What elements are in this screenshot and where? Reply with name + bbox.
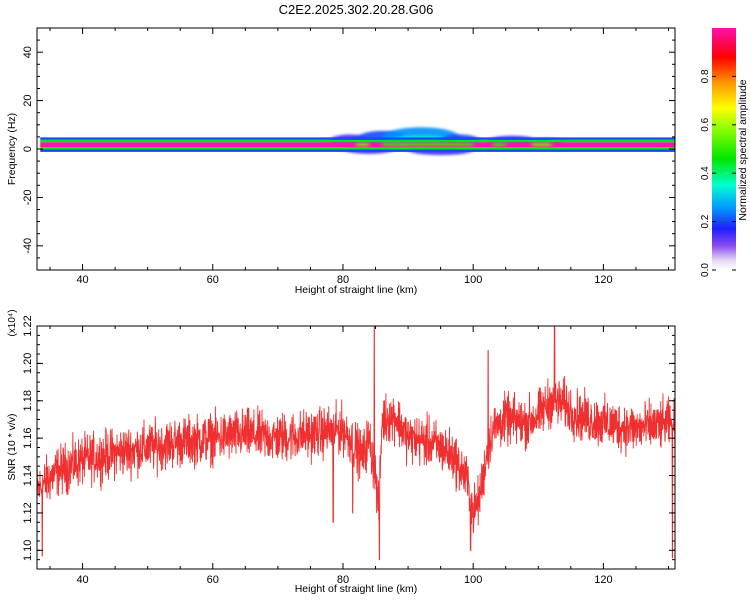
- figure-title: C2E2.2025.302.20.28.G06: [279, 2, 434, 17]
- snr-frame: [36, 325, 676, 570]
- y-tick-label: 1.10: [22, 540, 34, 561]
- y-tick-label: -40: [22, 238, 34, 254]
- spectrum-band: [40, 147, 675, 150]
- colorbar-tick-label: 0.2: [700, 214, 711, 228]
- spectrogram-x-axis-label: Height of straight line (km): [295, 284, 418, 296]
- colorbar: 0.0 0.2 0.4 0.6 0.8 Normalized spectral ampl…: [700, 28, 749, 277]
- spectrogram-ticks: 40 60 80 100 120 40 20 0 -20 -40: [22, 28, 675, 286]
- y-tick-label: 20: [22, 94, 34, 106]
- x-tick-label: 120: [594, 274, 612, 286]
- spectrum-band: [40, 137, 675, 140]
- colorbar-tick-label: 0.8: [700, 69, 711, 83]
- spectrogram-frame: [36, 27, 676, 271]
- y-tick-label: 1.16: [22, 427, 34, 448]
- snr-line-layer: [37, 326, 675, 561]
- colorbar-label: Normalized spectral amplitude: [737, 79, 749, 220]
- snr-scale-label: (x10⁴): [7, 309, 18, 336]
- y-tick-label: -20: [22, 189, 34, 205]
- y-tick-label: 1.22: [22, 315, 34, 336]
- snr-y-axis-label: SNR (10 * v/v): [6, 413, 18, 480]
- x-tick-label: 40: [76, 574, 88, 586]
- x-tick-label: 100: [464, 274, 482, 286]
- spectrum-dip: [531, 143, 552, 147]
- y-tick-label: 1.18: [22, 390, 34, 411]
- x-tick-label: 40: [76, 274, 88, 286]
- y-tick-label: 0: [22, 146, 34, 152]
- x-tick-label: 60: [207, 274, 219, 286]
- snr-series-line: [37, 326, 675, 561]
- snr-x-axis-label: Height of straight line (km): [295, 583, 418, 595]
- x-tick-label: 120: [594, 574, 612, 586]
- y-tick-label: 1.12: [22, 502, 34, 523]
- colorbar-ticks: 0.0 0.2 0.4 0.6 0.8: [700, 69, 736, 277]
- spectrogram-heat-layer: [40, 127, 675, 156]
- snr-panel: 40 60 80 100 120 1.22 1.20 1.18 1.16 1.14 1.12 1.10…: [6, 309, 676, 595]
- spectrum-band: [40, 149, 675, 152]
- x-tick-label: 60: [207, 574, 219, 586]
- spectrum-dip: [492, 143, 506, 147]
- colorbar-tick-label: 0.4: [700, 166, 711, 180]
- y-tick-label: 40: [22, 46, 34, 58]
- spectrogram-y-axis-label: Frequency (Hz): [6, 113, 18, 185]
- x-tick-label: 100: [464, 574, 482, 586]
- spectrum-dip: [382, 143, 474, 147]
- y-tick-label: 1.14: [22, 465, 34, 486]
- x-tick-label: 80: [337, 274, 349, 286]
- x-tick-label: 80: [337, 574, 349, 586]
- colorbar-tick-label: 0.6: [700, 117, 711, 131]
- spectrum-dip: [356, 143, 370, 147]
- y-tick-label: 1.20: [22, 353, 34, 374]
- colorbar-tick-label: 0.0: [700, 263, 711, 277]
- colorbar-gradient: [712, 28, 736, 270]
- spectrogram-panel: 40 60 80 100 120 40 20 0 -20 -40 Height of straig…: [6, 27, 676, 296]
- spectrum-band: [40, 139, 675, 143]
